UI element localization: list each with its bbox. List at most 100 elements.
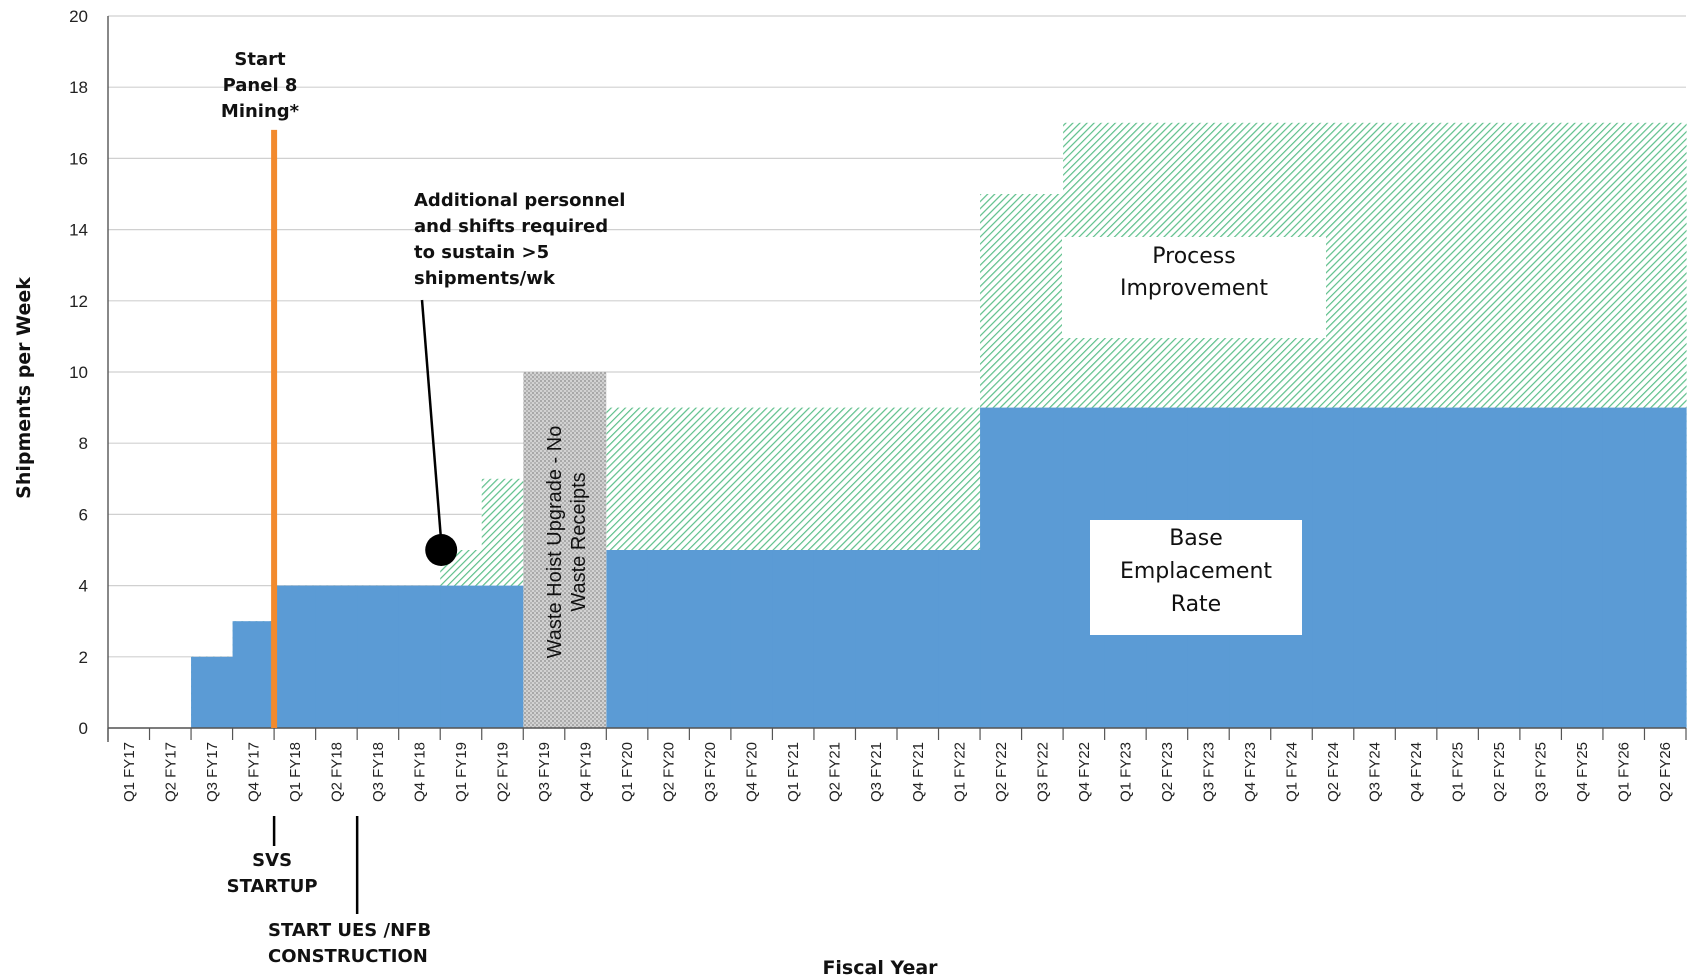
y-tick-label: 0 bbox=[79, 719, 88, 738]
personnel-pointer-dot bbox=[425, 534, 458, 566]
x-tick-label: Q2 FY20 bbox=[661, 742, 678, 802]
x-tick-label: Q1 FY25 bbox=[1450, 742, 1467, 802]
x-tick-label: Q1 FY22 bbox=[951, 742, 968, 802]
personnel-annotation-line: and shifts required bbox=[414, 216, 608, 237]
base-rate-step bbox=[1021, 407, 1064, 728]
x-tick-label: Q3 FY18 bbox=[370, 742, 387, 802]
x-tick-label: Q3 FY22 bbox=[1034, 742, 1051, 802]
x-tick-label: Q1 FY20 bbox=[619, 742, 636, 802]
x-tick-label: Q4 FY18 bbox=[411, 742, 428, 802]
y-tick-label: 8 bbox=[79, 434, 88, 453]
shutdown-label: Waste Hoist Upgrade - No Waste Receipts bbox=[544, 426, 590, 659]
process-legend-label-line: Process bbox=[1152, 244, 1235, 269]
x-tick-label: Q2 FY23 bbox=[1159, 742, 1176, 802]
y-tick-label: 4 bbox=[79, 577, 88, 596]
x-tick-label: Q1 FY18 bbox=[287, 742, 304, 802]
panel8-marker-label-line: Start bbox=[234, 49, 286, 70]
panel8-marker-label-line: Mining* bbox=[221, 101, 300, 122]
y-tick-label: 12 bbox=[69, 292, 88, 311]
base-rate-step bbox=[813, 550, 857, 728]
x-tick-label: Q1 FY17 bbox=[121, 742, 138, 802]
process-legend-label-line: Improvement bbox=[1120, 276, 1268, 301]
x-tick-label: Q3 FY19 bbox=[536, 742, 553, 802]
x-tick-label: Q4 FY17 bbox=[245, 742, 262, 802]
x-tick-label: Q4 FY19 bbox=[578, 742, 595, 802]
x-tick-label: Q3 FY25 bbox=[1533, 742, 1550, 802]
x-tick-label: Q3 FY23 bbox=[1200, 742, 1217, 802]
shutdown-label-line: Waste Hoist Upgrade - No bbox=[544, 426, 566, 659]
base-rate-step bbox=[1312, 407, 1355, 728]
y-tick-label: 6 bbox=[79, 505, 88, 524]
y-tick-label: 16 bbox=[69, 149, 88, 168]
x-tick-label: Q2 FY18 bbox=[328, 742, 345, 802]
x-tick-label: Q2 FY26 bbox=[1657, 742, 1674, 802]
x-tick-label: Q3 FY20 bbox=[702, 742, 719, 802]
personnel-annotation-line: shipments/wk bbox=[414, 268, 556, 289]
base-rate-step bbox=[1436, 407, 1479, 728]
base-rate-step bbox=[191, 656, 234, 728]
shutdown-label-line: Waste Receipts bbox=[568, 472, 590, 611]
x-tick-label: Q2 FY19 bbox=[495, 742, 512, 802]
ues-annotation-line: START UES /NFB bbox=[268, 920, 431, 941]
base-legend-label-line: Rate bbox=[1171, 592, 1221, 617]
x-tick-label: Q4 FY25 bbox=[1574, 742, 1591, 802]
base-rate-step bbox=[1519, 407, 1563, 728]
y-tick-label: 20 bbox=[69, 7, 88, 26]
x-tick-label: Q2 FY24 bbox=[1325, 742, 1342, 802]
base-rate-step bbox=[606, 550, 649, 728]
x-tick-label: Q2 FY22 bbox=[993, 742, 1010, 802]
x-tick-label: Q1 FY21 bbox=[785, 742, 802, 802]
base-rate-step bbox=[647, 550, 690, 728]
personnel-annotation-line: Additional personnel bbox=[414, 190, 625, 211]
x-tick-label: Q3 FY17 bbox=[204, 742, 221, 802]
svs-annotation-line: SVS bbox=[252, 850, 292, 871]
base-rate-step bbox=[730, 550, 774, 728]
base-rate-step bbox=[772, 550, 815, 728]
process-legend-box bbox=[1062, 237, 1326, 338]
base-rate-step bbox=[440, 585, 483, 728]
x-tick-label: Q2 FY17 bbox=[162, 742, 179, 802]
y-tick-label: 2 bbox=[79, 648, 88, 667]
ues-annotation-line: CONSTRUCTION bbox=[268, 946, 428, 967]
base-rate-step bbox=[1478, 407, 1521, 728]
base-rate-step bbox=[274, 585, 317, 728]
base-rate-step bbox=[897, 550, 940, 728]
x-tick-label: Q1 FY23 bbox=[1117, 742, 1134, 802]
base-legend-label-line: Base bbox=[1169, 526, 1223, 551]
base-rate-step bbox=[1602, 407, 1646, 728]
x-tick-label: Q1 FY19 bbox=[453, 742, 470, 802]
svs-annotation-line: STARTUP bbox=[227, 876, 318, 897]
base-legend-label-line: Emplacement bbox=[1120, 559, 1272, 584]
y-axis-title: Shipments per Week bbox=[13, 277, 35, 499]
base-legend-box bbox=[1090, 520, 1302, 635]
y-tick-label: 18 bbox=[69, 78, 88, 97]
base-rate-step bbox=[315, 585, 358, 728]
base-rate-step bbox=[938, 550, 981, 728]
base-rate-step bbox=[398, 585, 441, 728]
x-tick-label: Q1 FY26 bbox=[1616, 742, 1633, 802]
x-tick-label: Q2 FY25 bbox=[1491, 742, 1508, 802]
x-tick-label: Q4 FY21 bbox=[910, 742, 927, 802]
base-rate-step bbox=[232, 621, 275, 728]
y-tick-label: 14 bbox=[69, 221, 88, 240]
x-tick-label: Q4 FY23 bbox=[1242, 742, 1259, 802]
personnel-annotation: Additional personnel and shifts required t… bbox=[414, 190, 625, 289]
base-rate-step bbox=[980, 407, 1023, 728]
process-legend-label: Process Improvement bbox=[1120, 244, 1268, 301]
svs-annotation: SVS STARTUP bbox=[227, 850, 318, 897]
personnel-annotation-line: to sustain >5 bbox=[414, 242, 549, 263]
base-rate-step bbox=[1353, 407, 1396, 728]
base-rate-step bbox=[855, 550, 898, 728]
personnel-pointer-line bbox=[420, 299, 443, 543]
y-tick-label: 10 bbox=[69, 363, 88, 382]
base-rate-step bbox=[1395, 407, 1438, 728]
ues-annotation: START UES /NFB CONSTRUCTION bbox=[268, 920, 431, 967]
x-tick-label: Q2 FY21 bbox=[827, 742, 844, 802]
base-rate-step bbox=[689, 550, 732, 728]
x-tick-label: Q3 FY21 bbox=[868, 742, 885, 802]
panel8-marker-label-line: Panel 8 bbox=[223, 75, 298, 96]
x-tick-label: Q3 FY24 bbox=[1367, 742, 1384, 802]
x-tick-label: Q4 FY24 bbox=[1408, 742, 1425, 802]
